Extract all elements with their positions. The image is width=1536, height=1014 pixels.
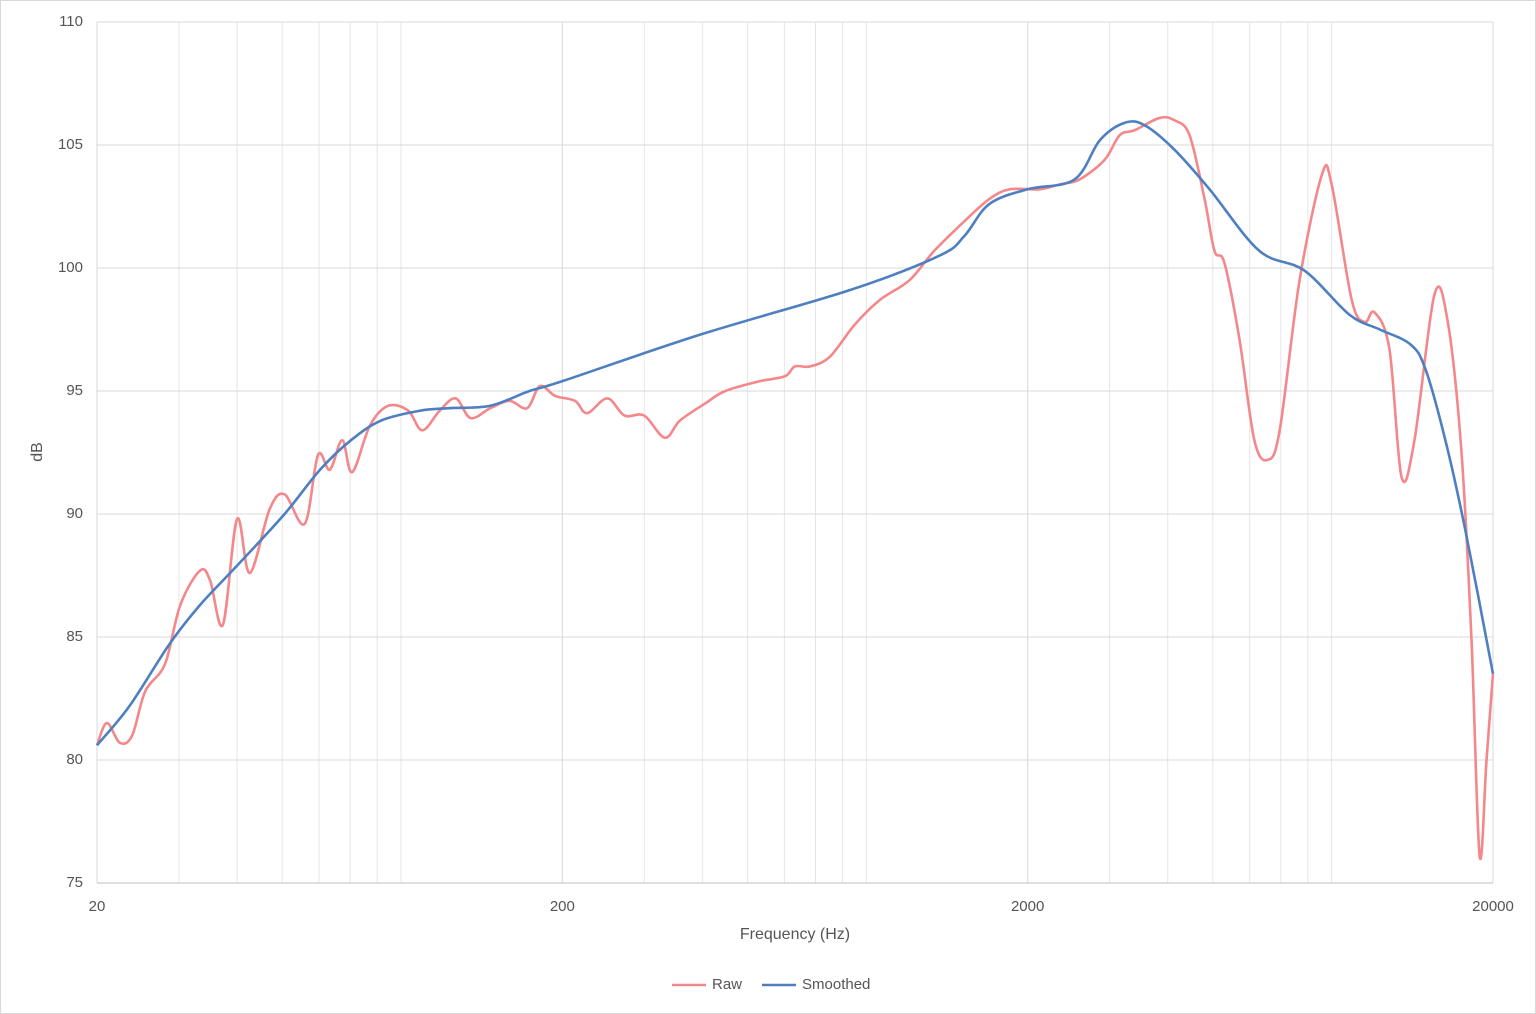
series-line (95, 120, 1495, 747)
y-tick-label: 80 (66, 751, 83, 768)
x-tick-label: 20 (89, 898, 106, 915)
x-tick-label: 200 (550, 898, 575, 915)
legend-label: Smoothed (802, 976, 870, 993)
x-tick-label: 2000 (1011, 898, 1044, 915)
y-tick-label: 110 (59, 13, 83, 30)
legend-label: Raw (712, 976, 742, 993)
y-tick-label: 85 (66, 628, 83, 645)
x-tick-label: 20000 (1472, 898, 1514, 915)
y-tick-label: 90 (66, 505, 83, 522)
y-tick-label: 105 (58, 136, 83, 153)
y-tick-label: 75 (66, 874, 83, 891)
y-tick-label: 95 (66, 382, 83, 399)
x-axis-title: Frequency (Hz) (740, 926, 850, 943)
y-tick-label: 100 (58, 259, 83, 276)
y-axis-title: dB (29, 442, 46, 462)
